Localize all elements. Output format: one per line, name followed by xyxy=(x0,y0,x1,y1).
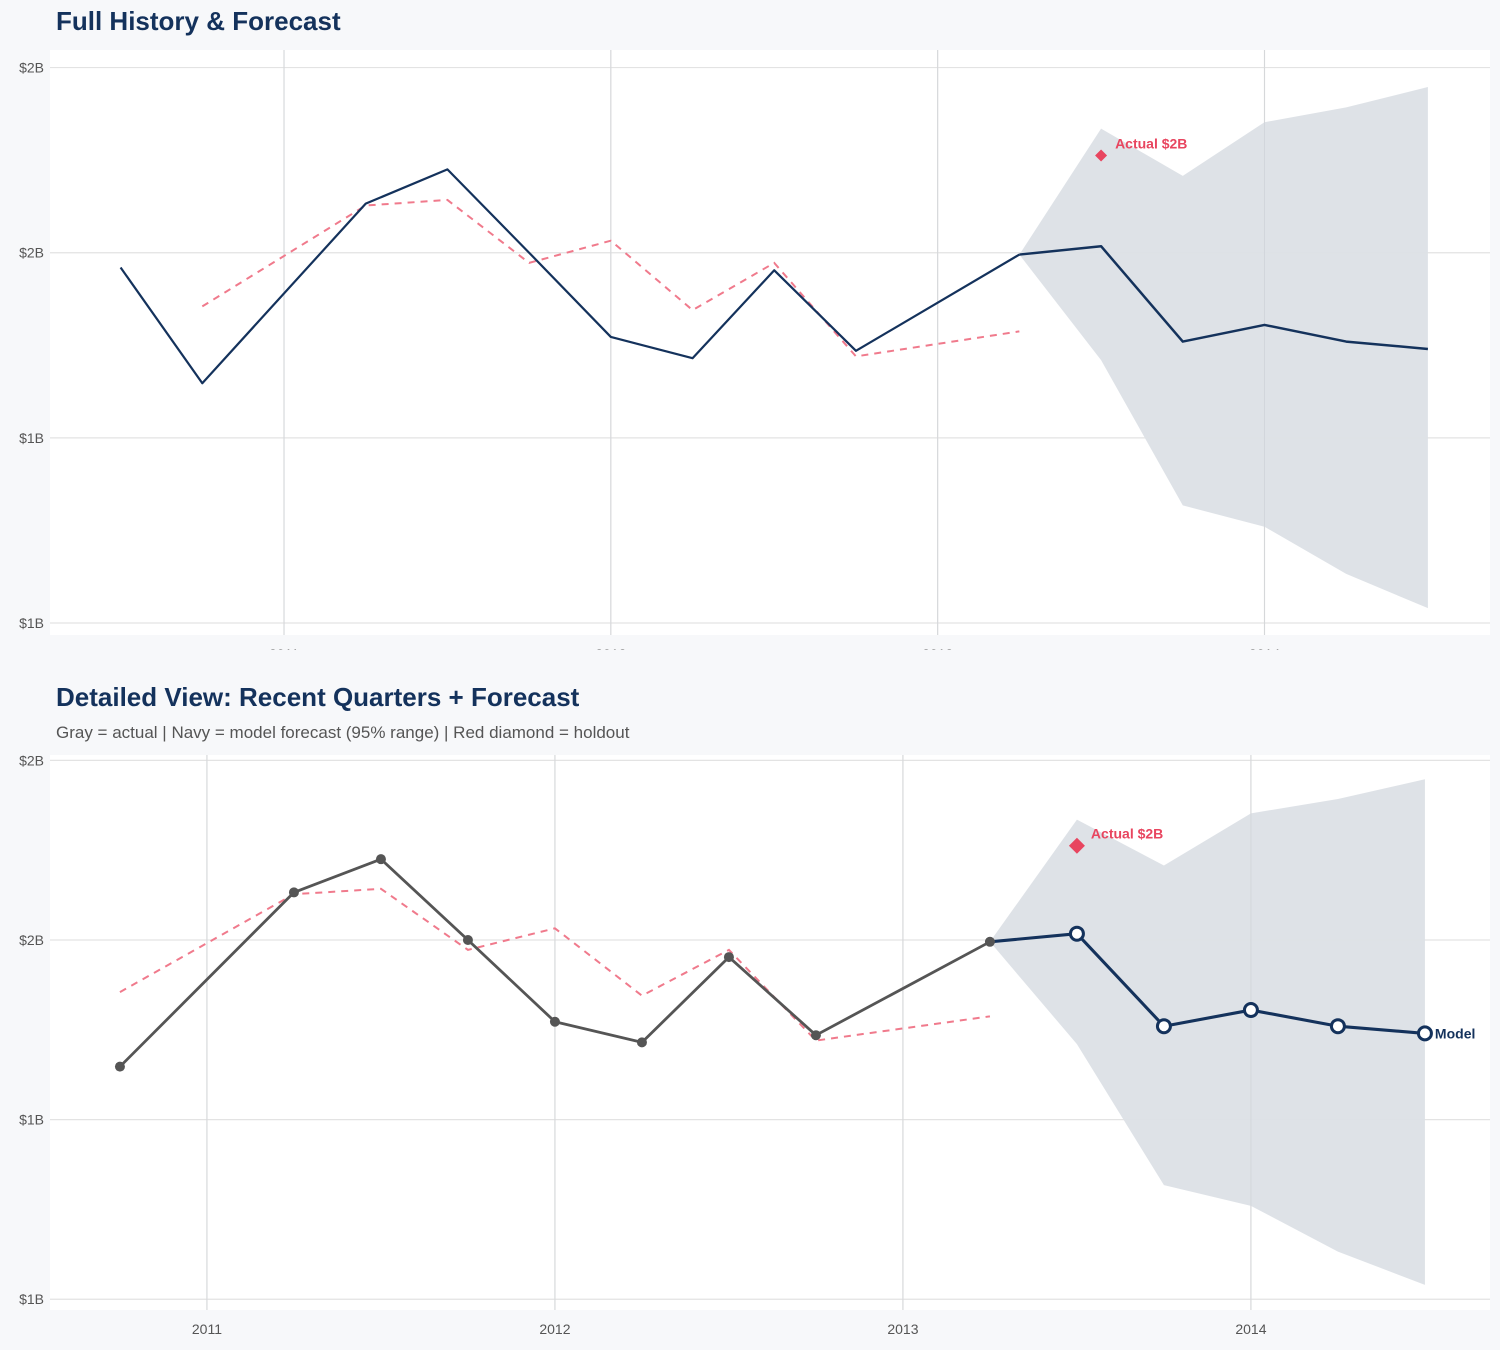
actual-point xyxy=(810,1030,821,1041)
actual-point xyxy=(549,1016,560,1027)
forecast-95-band xyxy=(1019,87,1428,609)
forecast-line xyxy=(989,932,1426,1035)
holdout-annotation: Actual $2B xyxy=(1091,826,1163,842)
y-tick-label: $1B xyxy=(19,615,44,631)
chart-1-full-history: $2B $2B $1B $1B 2011 2012 2013 2014 Actual $2B xyxy=(19,50,1490,650)
actual-point xyxy=(636,1037,647,1048)
actual-point xyxy=(375,854,386,865)
x-tick-label: 2014 xyxy=(1235,1321,1266,1337)
x-tick-label: 2011 xyxy=(269,646,299,650)
y-tick-label: $2B xyxy=(19,60,44,76)
y-tick-label: $1B xyxy=(19,430,44,446)
y-tick-label: $1B xyxy=(19,1112,44,1128)
actual-point xyxy=(723,952,734,963)
model-fit-dashed-line xyxy=(119,887,991,1042)
forecast-point xyxy=(1329,1018,1346,1035)
chart-2-subtitle: Gray = actual | Navy = model forecast (9… xyxy=(56,723,630,742)
actual-line xyxy=(119,168,1020,385)
x-tick-label: 2011 xyxy=(192,1321,222,1337)
forecast-line xyxy=(1019,244,1429,351)
x-tick-label: 2012 xyxy=(539,1321,570,1337)
holdout-diamond-marker xyxy=(1095,149,1108,162)
forecast-point xyxy=(1416,1025,1433,1042)
forecast-point xyxy=(1068,925,1085,942)
actual-point xyxy=(462,935,473,945)
actual-point xyxy=(288,887,299,898)
y-tick-label: $2B xyxy=(19,245,44,261)
holdout-diamond-marker xyxy=(1068,837,1085,854)
x-tick-label: 2013 xyxy=(887,1321,918,1337)
forecast-point xyxy=(1155,1018,1172,1035)
holdout-annotation: Actual $2B xyxy=(1115,136,1187,152)
actual-point xyxy=(984,936,995,947)
x-tick-label: 2012 xyxy=(595,646,626,650)
actual-point xyxy=(114,1061,125,1072)
model-end-label: Model xyxy=(1435,1025,1475,1041)
forecast-95-band xyxy=(989,779,1425,1285)
chart-1-title: Full History & Forecast xyxy=(56,6,341,36)
x-tick-label: 2013 xyxy=(922,646,953,650)
x-tick-label: 2014 xyxy=(1249,646,1280,650)
y-tick-label: $2B xyxy=(19,752,44,768)
forecast-point xyxy=(1242,1002,1259,1019)
chart-2-title: Detailed View: Recent Quarters + Forecas… xyxy=(56,682,580,712)
y-tick-label: $1B xyxy=(19,1291,44,1307)
y-tick-label: $2B xyxy=(19,932,44,948)
